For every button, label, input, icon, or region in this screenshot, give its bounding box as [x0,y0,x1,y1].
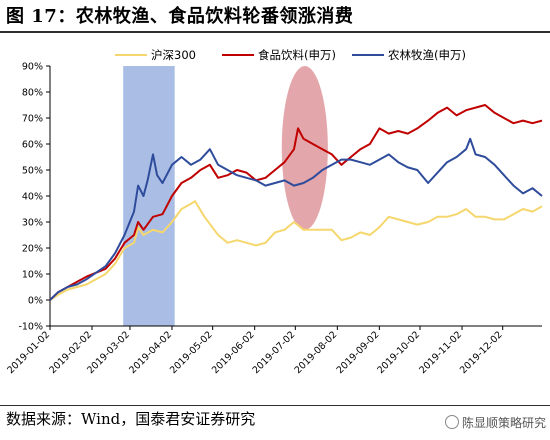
y-tick-label: 70% [22,114,43,125]
x-tick-label: 2019-04-02 [127,329,174,376]
y-tick-label: 80% [22,88,43,99]
x-tick-label: 2019-09-02 [335,329,382,376]
source-note: 数据来源：Wind，国泰君安证券研究 [6,410,256,428]
x-tick-label: 2019-08-02 [293,329,340,376]
series-layer [49,104,543,301]
y-tick-label: 90% [22,62,43,73]
x-tick-label: 2019-10-02 [375,329,422,376]
legend: 沪深300 食品饮料(申万) 农林牧渔(申万) [115,48,466,62]
figure-title: 图 17：农林牧渔、食品饮料轮番领涨消费 [6,6,354,27]
legend-label-1: 食品饮料(申万) [258,48,336,62]
watermark-text: 陈显顺策略研究 [461,416,546,430]
bottom-rule [0,405,550,406]
line-chart: -10% 0% 10% 20% 30% 40% 50% 60% 70% 80% 90% 2019-01… [5,48,543,376]
top-rule [0,31,550,33]
y-tick-label: 20% [22,244,43,255]
watermark: 陈显顺策略研究 [444,414,546,431]
y-tick-label: 40% [22,192,43,203]
legend-label-0: 沪深300 [151,48,196,62]
x-tick-label: 2019-05-02 [168,329,215,376]
y-tick-label: 30% [22,218,43,229]
x-tick-label: 2019-07-02 [251,329,298,376]
y-tick-label: 50% [22,166,43,177]
y-tick-label: 60% [22,140,43,151]
x-tick-label: 2019-12-02 [458,329,505,376]
series-line-1 [49,104,543,301]
x-tick-label: 2019-06-02 [210,329,257,376]
highlight-band-0 [123,66,175,326]
y-tick-label: 10% [22,270,43,281]
series-line-0 [49,200,543,301]
highlight-layer [123,66,328,326]
y-tick-label: -10% [18,322,43,333]
axes-layer: -10% 0% 10% 20% 30% 40% 50% 60% 70% 80% 90% 2019-01… [5,62,542,376]
x-tick-label: 2019-11-02 [417,329,464,376]
wechat-icon [444,415,459,429]
legend-label-2: 农林牧渔(申万) [388,48,466,62]
highlight-ellipse-1 [281,66,328,230]
y-tick-label: 0% [28,296,43,307]
series-line-2 [49,137,543,301]
x-tick-label: 2019-01-02 [5,329,52,376]
